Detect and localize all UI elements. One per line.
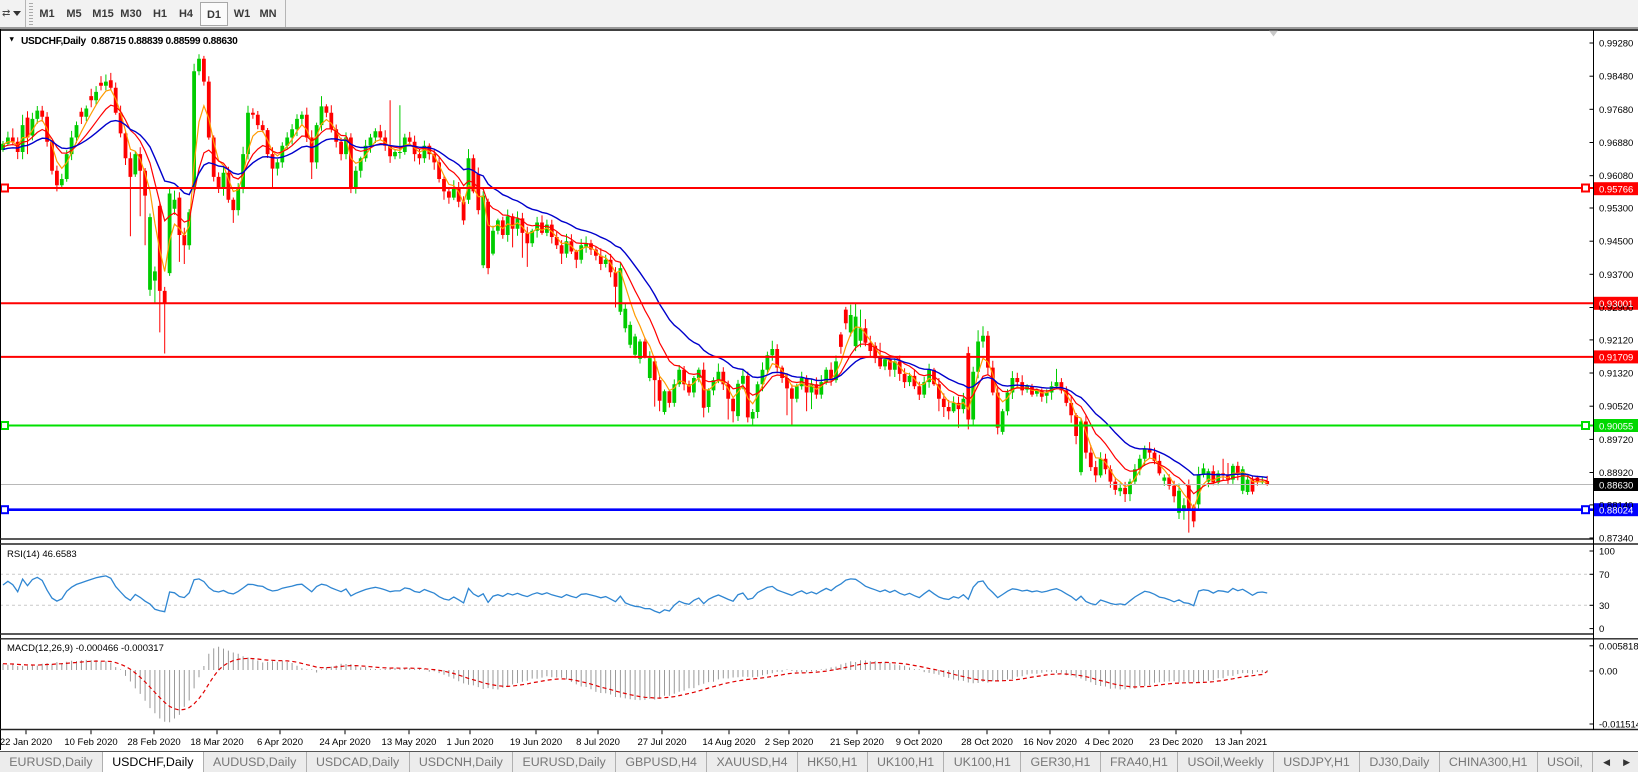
svg-text:21 Sep 2020: 21 Sep 2020	[830, 737, 884, 748]
svg-text:0.005818: 0.005818	[1599, 641, 1638, 652]
svg-text:0.99280: 0.99280	[1599, 39, 1633, 50]
svg-text:0.96080: 0.96080	[1599, 171, 1633, 182]
svg-text:-0.011514: -0.011514	[1599, 720, 1638, 731]
svg-text:18 Mar 2020: 18 Mar 2020	[190, 737, 243, 748]
svg-text:0.89720: 0.89720	[1599, 435, 1633, 446]
svg-text:0.91320: 0.91320	[1599, 369, 1633, 380]
svg-text:▼: ▼	[8, 35, 15, 44]
svg-text:0.92900: 0.92900	[1599, 303, 1633, 314]
svg-text:13 Jan 2021: 13 Jan 2021	[1215, 737, 1267, 748]
svg-text:0.88630: 0.88630	[1599, 480, 1633, 491]
svg-text:28 Feb 2020: 28 Feb 2020	[127, 737, 180, 748]
svg-text:16 Nov 2020: 16 Nov 2020	[1023, 737, 1077, 748]
svg-text:0.90520: 0.90520	[1599, 402, 1633, 413]
svg-text:30: 30	[1599, 601, 1610, 612]
svg-text:0.98480: 0.98480	[1599, 72, 1633, 83]
svg-text:23 Dec 2020: 23 Dec 2020	[1149, 737, 1203, 748]
svg-text:0.90055: 0.90055	[1599, 421, 1633, 432]
svg-text:6 Apr 2020: 6 Apr 2020	[257, 737, 303, 748]
svg-text:19 Jun 2020: 19 Jun 2020	[510, 737, 562, 748]
svg-text:0.95766: 0.95766	[1599, 184, 1633, 195]
svg-text:0.00: 0.00	[1599, 667, 1618, 678]
svg-text:22 Jan 2020: 22 Jan 2020	[0, 737, 52, 748]
svg-text:0.93700: 0.93700	[1599, 270, 1633, 281]
svg-text:27 Jul 2020: 27 Jul 2020	[637, 737, 686, 748]
svg-text:0.91709: 0.91709	[1599, 353, 1633, 364]
svg-text:0.87340: 0.87340	[1599, 534, 1633, 545]
svg-text:8 Jul 2020: 8 Jul 2020	[576, 737, 620, 748]
svg-text:MACD(12,26,9) -0.000466 -0.000: MACD(12,26,9) -0.000466 -0.000317	[7, 643, 164, 654]
svg-text:14 Aug 2020: 14 Aug 2020	[702, 737, 755, 748]
svg-text:0.92120: 0.92120	[1599, 335, 1633, 346]
svg-text:0.96880: 0.96880	[1599, 138, 1633, 149]
svg-text:13 May 2020: 13 May 2020	[382, 737, 437, 748]
svg-text:0.88024: 0.88024	[1599, 505, 1633, 516]
svg-text:0.95300: 0.95300	[1599, 204, 1633, 215]
svg-text:0.97680: 0.97680	[1599, 105, 1633, 116]
svg-text:0.88140: 0.88140	[1599, 500, 1633, 511]
svg-text:0.88920: 0.88920	[1599, 468, 1633, 479]
svg-text:0.93001: 0.93001	[1599, 299, 1633, 310]
svg-text:1 Jun 2020: 1 Jun 2020	[446, 737, 493, 748]
svg-text:10 Feb 2020: 10 Feb 2020	[64, 737, 117, 748]
svg-text:USDCHF,Daily 0.88715 0.88839: USDCHF,Daily 0.88715 0.88839 0.88599 0.8…	[21, 36, 238, 47]
svg-text:4 Dec 2020: 4 Dec 2020	[1085, 737, 1134, 748]
svg-text:100: 100	[1599, 547, 1615, 558]
svg-text:9 Oct 2020: 9 Oct 2020	[896, 737, 942, 748]
svg-text:0: 0	[1599, 624, 1604, 635]
svg-text:RSI(14) 46.6583: RSI(14) 46.6583	[7, 549, 77, 560]
svg-text:70: 70	[1599, 570, 1610, 581]
svg-text:28 Oct 2020: 28 Oct 2020	[961, 737, 1013, 748]
svg-text:24 Apr 2020: 24 Apr 2020	[319, 737, 370, 748]
svg-text:2 Sep 2020: 2 Sep 2020	[765, 737, 814, 748]
svg-text:0.94500: 0.94500	[1599, 237, 1633, 248]
